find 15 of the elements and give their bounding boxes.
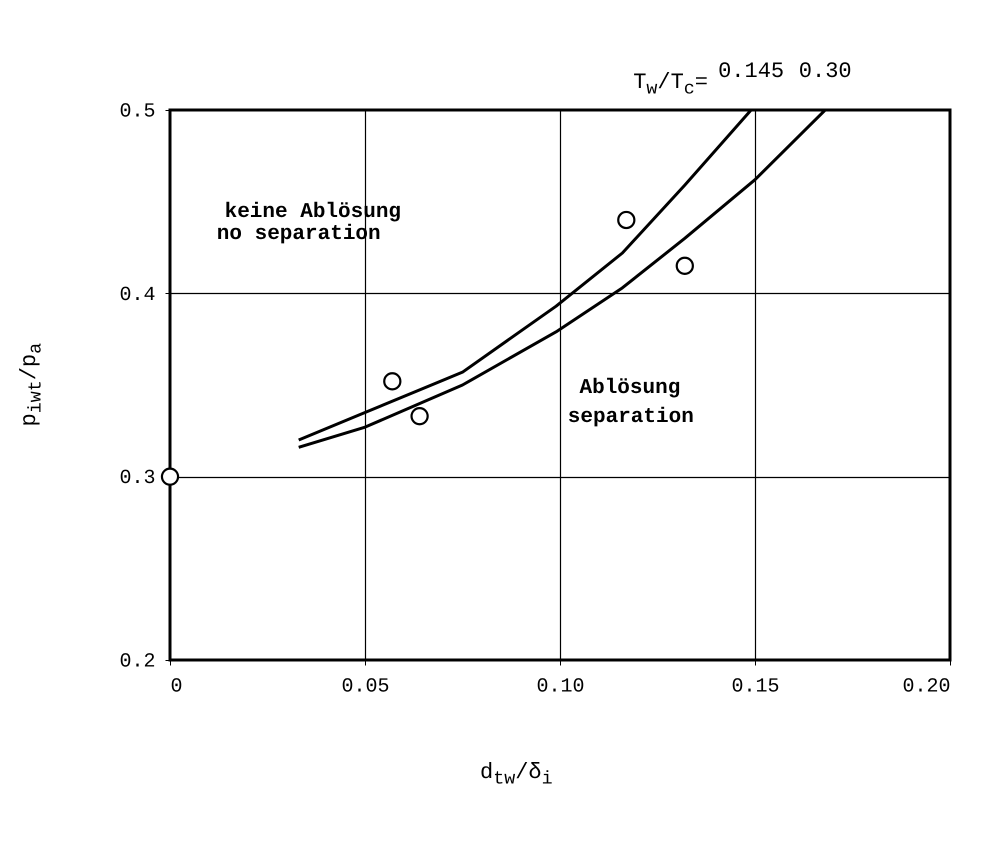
x-tick-label: 0	[170, 676, 183, 698]
x-tick-label: 0.10	[536, 676, 585, 698]
y-tick-label: 0.4	[119, 284, 156, 307]
y-tick-label: 0.2	[119, 650, 156, 674]
annotation: Ablösung	[580, 376, 680, 400]
y-tick-label: 0.3	[119, 467, 156, 490]
annotation: separation	[568, 406, 694, 430]
series-label: 0.145	[718, 59, 784, 84]
x-tick-label: 0.05	[341, 676, 390, 698]
x-tick-label: 0.15	[731, 676, 780, 698]
x-tick-label: 0.20	[902, 676, 950, 698]
x-axis-title: d$_{tw}$/δ$_{i}$	[480, 760, 553, 790]
series-label: 0.30	[798, 59, 852, 84]
text: T$_{w}$/T$_{c}$=	[633, 70, 708, 100]
y-tick-label: 0.5	[119, 100, 156, 124]
